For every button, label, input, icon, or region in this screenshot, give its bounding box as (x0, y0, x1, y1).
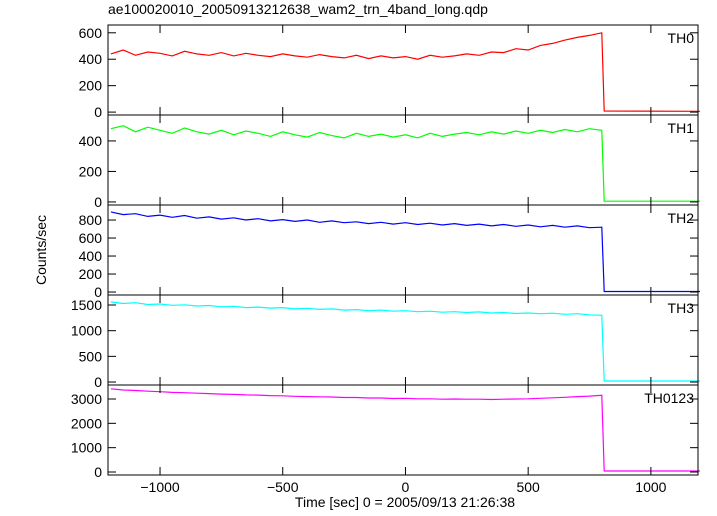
y-tick-label: 1000 (71, 440, 102, 456)
y-tick-label: 0 (94, 464, 102, 480)
panel-label: TH0 (668, 30, 695, 46)
series-line (110, 125, 700, 202)
x-tick-label: 500 (516, 479, 540, 495)
series-line (110, 32, 701, 112)
series-line (110, 211, 700, 293)
x-tick-label: 1000 (635, 479, 666, 495)
panel-label: TH2 (668, 210, 695, 226)
y-axis-label: Counts/sec (33, 215, 49, 285)
panel-label: TH3 (668, 300, 695, 316)
panel-label: TH1 (668, 120, 695, 136)
y-tick-label: 200 (79, 78, 103, 94)
y-tick-label: 200 (79, 163, 103, 179)
x-tick-label: −500 (267, 479, 299, 495)
y-tick-label: 0 (94, 194, 102, 210)
panel-frame (107, 24, 699, 116)
y-tick-label: 0 (94, 104, 102, 120)
y-tick-label: 800 (79, 212, 103, 228)
y-tick-label: 0 (94, 284, 102, 300)
y-tick-label: 400 (79, 248, 103, 264)
x-tick-label: 0 (402, 479, 410, 495)
x-axis-label: Time [sec] 0 = 2005/09/13 21:26:38 (295, 494, 515, 510)
chart-title: ae100020010_20050913212638_wam2_trn_4ban… (108, 1, 488, 17)
series-line (110, 301, 700, 382)
series-line (110, 388, 700, 472)
y-tick-label: 500 (79, 348, 103, 364)
y-tick-label: 200 (79, 266, 103, 282)
panel-label: TH0123 (644, 390, 694, 406)
panel-frame (107, 114, 699, 206)
panel-frame (107, 384, 699, 476)
y-tick-label: 400 (79, 51, 103, 67)
y-tick-label: 3000 (71, 391, 102, 407)
panel-frame (107, 294, 699, 386)
y-tick-label: 600 (79, 25, 103, 41)
y-tick-label: 2000 (71, 415, 102, 431)
y-tick-label: 400 (79, 133, 103, 149)
y-tick-label: 600 (79, 230, 103, 246)
x-tick-label: −1000 (140, 479, 180, 495)
y-tick-label: 1000 (71, 323, 102, 339)
y-tick-label: 0 (94, 374, 102, 390)
y-tick-label: 1500 (71, 297, 102, 313)
